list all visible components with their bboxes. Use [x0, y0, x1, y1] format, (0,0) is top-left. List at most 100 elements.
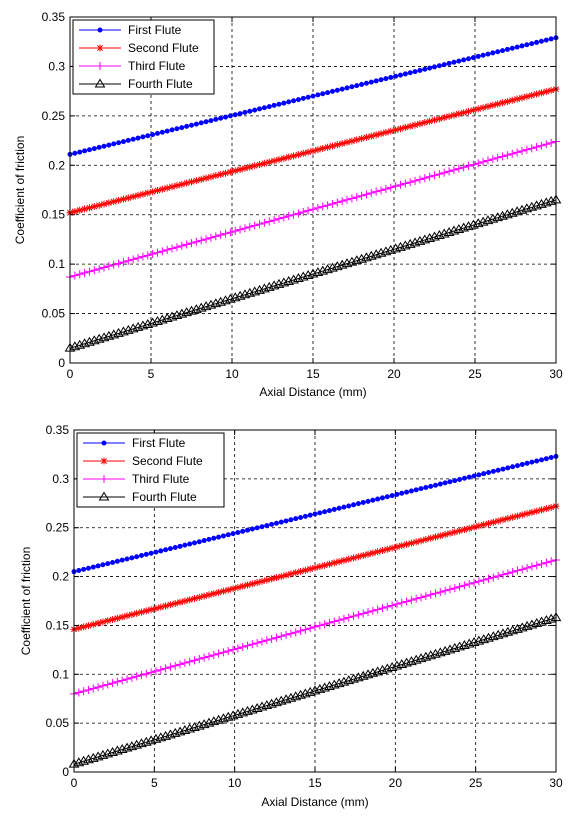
data-point	[76, 206, 84, 214]
y-tick-label: 0.1	[48, 257, 65, 271]
data-point	[297, 567, 305, 575]
data-point	[406, 122, 414, 130]
data-point	[474, 105, 482, 113]
y-axis-label: Coefficient of friction	[19, 547, 33, 656]
data-point	[302, 513, 308, 519]
data-point	[412, 594, 421, 603]
data-point	[177, 241, 186, 250]
data-point	[214, 649, 223, 658]
data-point	[370, 497, 376, 503]
data-point	[449, 166, 458, 175]
data-point	[316, 563, 324, 571]
data-point	[533, 90, 541, 98]
data-point	[157, 603, 165, 611]
data-point	[110, 198, 118, 206]
data-point	[341, 504, 347, 510]
data-point	[159, 129, 165, 135]
data-point	[425, 172, 434, 181]
data-point	[335, 558, 343, 566]
data-point	[166, 601, 174, 609]
data-point	[197, 175, 205, 183]
data-point	[274, 214, 283, 223]
data-point	[381, 184, 390, 193]
data-point	[149, 188, 157, 196]
x-axis-label: Axial Distance (mm)	[261, 795, 368, 809]
data-point	[148, 550, 154, 556]
data-point	[518, 511, 526, 519]
data-point	[374, 548, 382, 556]
data-point	[89, 684, 98, 693]
legend-box	[72, 19, 215, 95]
data-point	[144, 189, 152, 197]
data-point	[232, 112, 238, 118]
data-point	[134, 191, 142, 199]
data-point	[129, 255, 138, 264]
data-point	[407, 596, 416, 605]
data-point	[432, 64, 437, 70]
data-point	[436, 532, 444, 540]
data-point	[187, 239, 196, 248]
data-point	[138, 252, 147, 261]
data-point	[299, 207, 308, 216]
data-point	[436, 588, 445, 597]
data-point	[537, 89, 545, 97]
data-point	[250, 221, 259, 230]
data-point	[267, 634, 276, 643]
data-point	[211, 232, 220, 241]
data-point	[364, 550, 372, 558]
data-point	[334, 87, 340, 93]
data-point	[294, 151, 302, 159]
data-point	[243, 641, 252, 650]
data-point	[143, 551, 149, 557]
data-point	[450, 584, 459, 593]
series-third-flute	[70, 555, 560, 698]
data-point	[457, 476, 463, 482]
x-tick-label: 25	[468, 367, 482, 381]
data-point	[103, 680, 112, 689]
data-point	[242, 109, 248, 115]
data-point	[407, 539, 415, 547]
data-point	[77, 149, 83, 155]
data-point	[216, 534, 222, 540]
data-point	[130, 136, 136, 142]
data-point	[201, 538, 207, 544]
data-point	[142, 669, 151, 678]
data-point	[193, 121, 199, 127]
data-point	[392, 600, 401, 609]
data-point	[322, 509, 328, 515]
data-point	[500, 48, 506, 54]
data-point	[413, 487, 419, 493]
data-point	[268, 575, 276, 583]
x-tick-label: 15	[306, 367, 320, 381]
data-point	[328, 199, 337, 208]
data-point	[435, 115, 443, 123]
data-point	[197, 236, 206, 245]
data-point	[528, 508, 536, 516]
data-point	[451, 528, 459, 536]
data-point	[479, 157, 488, 166]
data-point	[153, 549, 159, 555]
data-point	[162, 602, 170, 610]
data-point	[110, 559, 116, 565]
data-point	[346, 503, 352, 509]
data-point	[163, 184, 171, 192]
data-point	[109, 260, 118, 269]
data-point	[484, 574, 493, 583]
data-point	[124, 194, 132, 202]
data-point	[280, 154, 288, 162]
data-point	[351, 502, 357, 508]
data-point	[206, 536, 212, 542]
data-point	[476, 472, 482, 478]
data-point	[523, 563, 532, 572]
data-point	[153, 248, 162, 257]
data-point	[277, 632, 286, 641]
data-point	[313, 203, 322, 212]
data-point	[490, 468, 496, 474]
data-point	[90, 564, 96, 570]
data-point	[209, 651, 218, 660]
data-point	[265, 217, 274, 226]
data-point	[86, 147, 92, 153]
data-point	[469, 160, 478, 169]
legend-marker	[97, 27, 103, 33]
data-point	[279, 213, 288, 222]
